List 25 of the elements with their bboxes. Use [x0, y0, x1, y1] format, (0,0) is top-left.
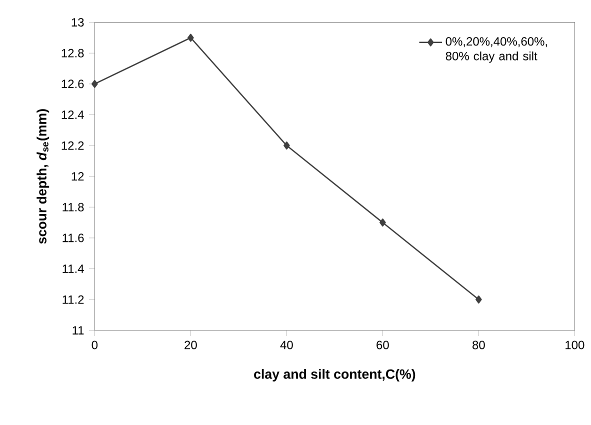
point	[188, 34, 194, 42]
x-axis-title: clay and silt content,C(%)	[254, 369, 416, 382]
x-tick-label: 20	[184, 340, 197, 350]
point	[476, 296, 482, 304]
y-tick-label: 12.2	[62, 141, 84, 150]
x-tick-label: 80	[472, 340, 485, 350]
x-tick-label: 100	[566, 340, 584, 350]
y-tick-label: 11.4	[62, 264, 84, 273]
y-tick-label: 13	[72, 18, 84, 27]
point	[380, 218, 386, 227]
y-tick-label: 12.6	[62, 80, 84, 88]
y-tick-label: 12.4	[62, 110, 84, 119]
y-tick-label: 12	[72, 172, 84, 181]
y-axis-title: scour depth, d$_{se}$(mm)	[36, 109, 50, 244]
y-tick-label: 11.2	[62, 295, 84, 304]
point	[92, 80, 98, 88]
point	[284, 142, 290, 150]
y-tick-label: 12.8	[62, 48, 84, 58]
x-tick-label: 60	[376, 340, 389, 350]
y-tick-label: 11.6	[62, 234, 84, 242]
y-tick-label: 11.8	[62, 202, 84, 212]
x-tick-label: 40	[280, 340, 293, 350]
x-tick-label: 0	[92, 340, 98, 350]
legend-label: 0%,20%,40%,60%, 80% clay and silt	[446, 37, 547, 63]
y-tick-label: 11	[72, 326, 84, 334]
